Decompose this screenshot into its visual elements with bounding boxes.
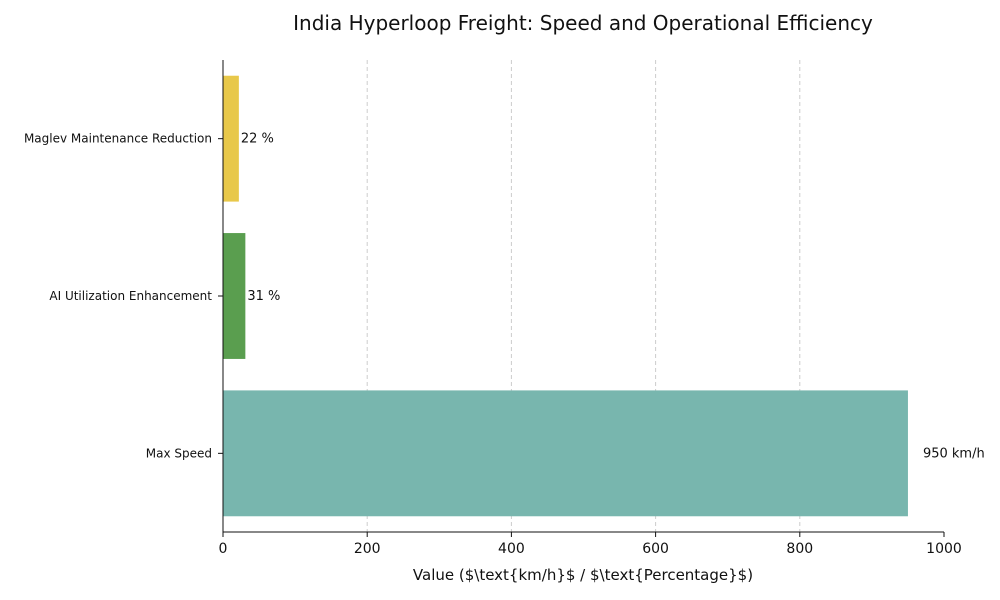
bar [223,75,239,202]
x-tick-label: 0 [219,541,228,557]
bar-value-label: 22 % [241,132,274,147]
labels: 0 200 400 600 800 1000 Max Speed AI Utilization… [24,132,985,557]
bars [223,75,908,517]
x-tick-label: 1000 [926,541,962,557]
x-tick-label: 600 [642,541,669,557]
y-category-label: Maglev Maintenance Reduction [24,132,212,146]
x-tick-label: 800 [786,541,813,557]
chart-title: India Hyperloop Freight: Speed and Opera… [293,11,873,35]
x-tick-label: 200 [354,541,381,557]
bar-value-label: 31 % [247,289,280,304]
y-category-label: Max Speed [146,446,212,460]
axes [218,60,945,537]
y-category-label: AI Utilization Enhancement [49,289,212,303]
x-tick-label: 400 [498,541,525,557]
bar-value-label: 950 km/h [923,446,985,461]
bar [223,233,246,359]
x-axis-title: Value ($\text{km/h}$ / $\text{Percentage… [413,566,753,584]
bar [223,390,908,517]
